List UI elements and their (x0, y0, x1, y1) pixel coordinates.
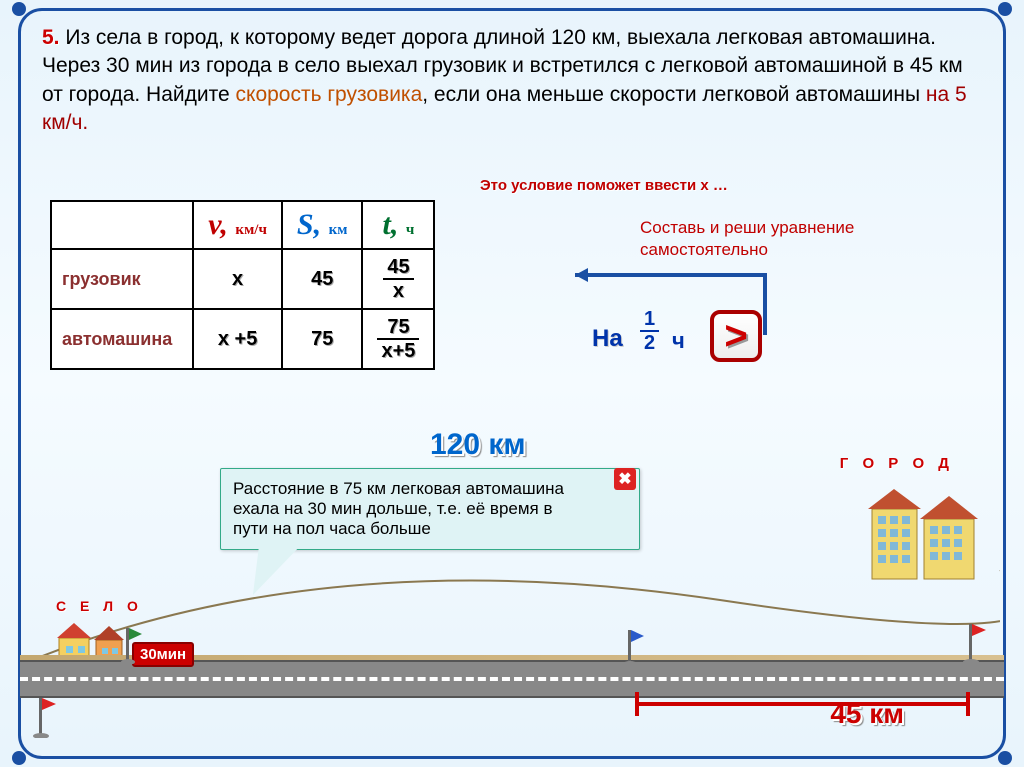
na-label: На (592, 325, 623, 353)
hint-solve: Составь и реши уравнение самостоятельно (640, 217, 854, 261)
close-icon[interactable]: ✖ (614, 468, 636, 490)
explain-callout: Расстояние в 75 км легковая автомашина е… (220, 468, 640, 550)
village-label: С Е Л О (56, 598, 143, 614)
flag-blue-icon (620, 622, 644, 666)
table-row: автомашина х +5 75 75х+5 (51, 309, 434, 369)
hint-condition: Это условие поможет ввести х … (480, 177, 728, 194)
na-unit: ч (672, 328, 685, 354)
col-s: S, км (282, 201, 363, 249)
total-distance: 120 км (430, 428, 526, 462)
distance-45: 45 км (830, 698, 904, 730)
corner-dot (998, 751, 1012, 765)
data-table: v, км/ч S, км t, ч грузовик х 45 45х авт… (50, 200, 435, 370)
corner-dot (998, 2, 1012, 16)
corner-dot (12, 2, 26, 16)
distance-line (635, 702, 970, 706)
na-frac: 12 (640, 308, 659, 354)
corner-dot (12, 751, 26, 765)
table-corner (51, 201, 193, 249)
flag-red-icon (30, 688, 56, 738)
distance-tick (635, 692, 639, 716)
greater-than-box: > (710, 310, 762, 362)
col-v: v, км/ч (193, 201, 282, 249)
col-t: t, ч (362, 201, 434, 249)
flag-green-icon (118, 620, 142, 664)
problem-number: 5. (42, 26, 60, 49)
city-label: Г О Р О Д (840, 455, 954, 472)
distance-tick (966, 692, 970, 716)
flag-red-icon (960, 614, 986, 664)
city-icon (862, 474, 982, 584)
table-row: грузовик х 45 45х (51, 249, 434, 309)
problem-text: 5. Из села в город, к которому ведет дор… (42, 24, 982, 137)
